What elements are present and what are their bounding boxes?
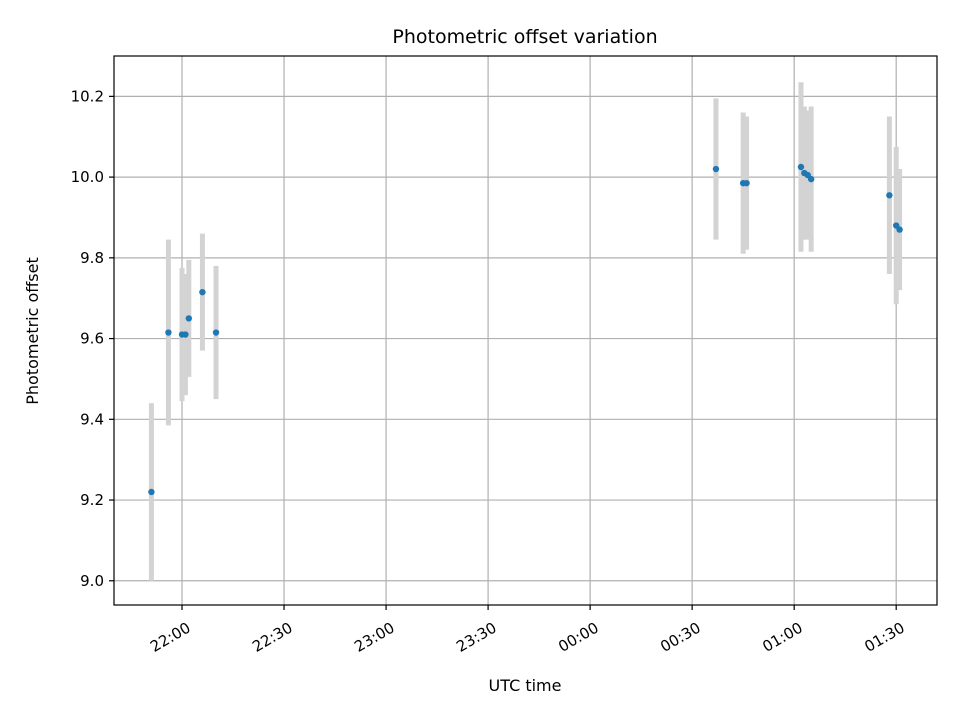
data-point	[199, 288, 206, 296]
data-point	[182, 331, 189, 338]
data-point	[886, 192, 893, 199]
y-tick-label: 10.2	[71, 87, 104, 105]
y-tick-label: 9.4	[80, 410, 104, 428]
data-point	[807, 175, 815, 183]
data-point	[896, 226, 903, 233]
data-point	[185, 315, 193, 322]
data-point	[743, 179, 750, 187]
y-tick-label: 10.0	[71, 168, 104, 186]
y-tick-label: 9.8	[80, 249, 104, 267]
plot-area-frame	[113, 55, 938, 606]
data-point	[148, 488, 155, 496]
y-axis-title: Photometric offset	[23, 257, 42, 405]
data-point	[165, 329, 172, 336]
data-point	[797, 163, 805, 171]
y-tick-label: 9.2	[80, 491, 104, 509]
data-point	[712, 165, 720, 173]
x-axis-title: UTC time	[489, 676, 562, 695]
data-point	[212, 329, 220, 336]
chart-title: Photometric offset variation	[392, 26, 657, 48]
y-tick-label: 9.0	[80, 572, 104, 590]
point-layer	[148, 163, 903, 496]
y-tick-label: 9.6	[80, 330, 104, 348]
